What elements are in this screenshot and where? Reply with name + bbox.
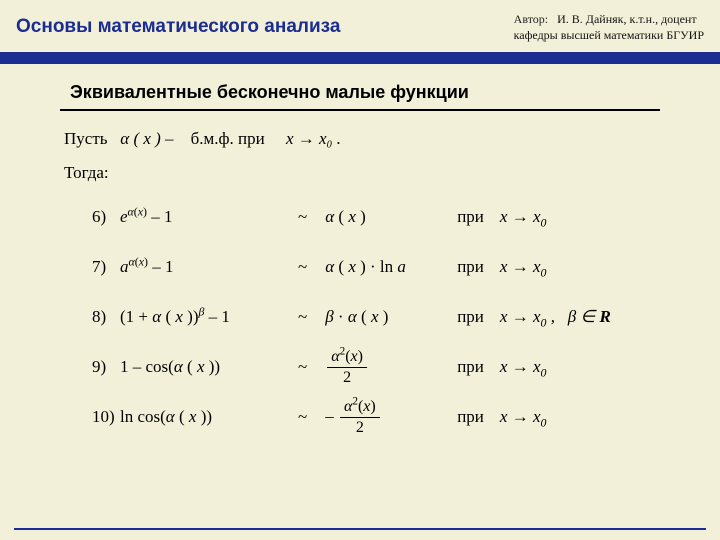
formula-rhs: α ( x ) <box>325 207 435 227</box>
formula-rhs: α2(x)2 <box>325 348 435 387</box>
condition: x → x0 <box>500 357 547 377</box>
author-label: Автор: <box>514 12 548 26</box>
pri-label: при <box>457 207 484 227</box>
pri-label: при <box>457 357 484 377</box>
row-number: 7) <box>92 257 120 277</box>
row-number: 6) <box>92 207 120 227</box>
bmf-pri: б.м.ф. при <box>191 129 265 148</box>
formula-row: 6)eα(x) – 1 ~ α ( x ) при x → x0 <box>92 197 660 237</box>
header-bar: Основы математического анализа Автор: И.… <box>0 0 720 52</box>
formula-lhs: 1 – cos(α ( x )) <box>120 357 280 377</box>
pri-label: при <box>457 257 484 277</box>
row-number: 10) <box>92 407 120 427</box>
author-name: И. В. Дайняк, к.т.н., доцент <box>557 12 697 26</box>
formula-lhs: ln cos(α ( x )) <box>120 407 280 427</box>
content-area: Эквивалентные бесконечно малые функции П… <box>0 64 720 437</box>
formula-lhs: eα(x) – 1 <box>120 207 280 227</box>
section-rule <box>60 109 660 111</box>
intro-line: Пусть α ( x ) – б.м.ф. при x → x₀ . <box>64 129 660 149</box>
intro-limit: x → x₀ . <box>286 129 341 148</box>
alpha-def: α ( x ) – <box>120 129 173 148</box>
tilde-symbol: ~ <box>298 407 307 427</box>
tilde-symbol: ~ <box>298 357 307 377</box>
pust-label: Пусть <box>64 129 108 148</box>
tilde-symbol: ~ <box>298 257 307 277</box>
tilde-symbol: ~ <box>298 307 307 327</box>
condition: x → x0 <box>500 207 547 227</box>
pri-label: при <box>457 307 484 327</box>
pri-label: при <box>457 407 484 427</box>
togda-line: Тогда: <box>64 163 660 183</box>
tilde-symbol: ~ <box>298 207 307 227</box>
formula-rhs: β · α ( x ) <box>325 307 435 327</box>
page-title: Основы математического анализа <box>16 16 340 38</box>
formula-lhs: aα(x) – 1 <box>120 257 280 277</box>
formula-rhs: α ( x ) · ln a <box>325 257 435 277</box>
condition: x → x0 , β ∈ R <box>500 307 611 327</box>
formula-row: 8)(1 + α ( x ))β – 1 ~ β · α ( x ) при x → x… <box>92 297 660 337</box>
formula-row: 10)ln cos(α ( x )) ~ – α2(x)2 при x → x0 <box>92 397 660 437</box>
condition: x → x0 <box>500 407 547 427</box>
formula-rhs: – α2(x)2 <box>325 398 435 437</box>
formula-list: 6)eα(x) – 1 ~ α ( x ) при x → x0 7)aα(x) – 1 ~… <box>92 197 660 437</box>
row-number: 9) <box>92 357 120 377</box>
blue-strip <box>0 52 720 64</box>
section-title: Эквивалентные бесконечно малые функции <box>70 82 660 103</box>
author-dept: кафедры высшей математики БГУИР <box>514 28 704 42</box>
formula-row: 9)1 – cos(α ( x )) ~ α2(x)2 при x → x0 <box>92 347 660 387</box>
author-block: Автор: И. В. Дайняк, к.т.н., доцент кафе… <box>514 11 704 43</box>
condition: x → x0 <box>500 257 547 277</box>
bottom-rule <box>14 528 706 530</box>
row-number: 8) <box>92 307 120 327</box>
formula-row: 7)aα(x) – 1 ~ α ( x ) · ln a при x → x0 <box>92 247 660 287</box>
formula-lhs: (1 + α ( x ))β – 1 <box>120 307 280 327</box>
